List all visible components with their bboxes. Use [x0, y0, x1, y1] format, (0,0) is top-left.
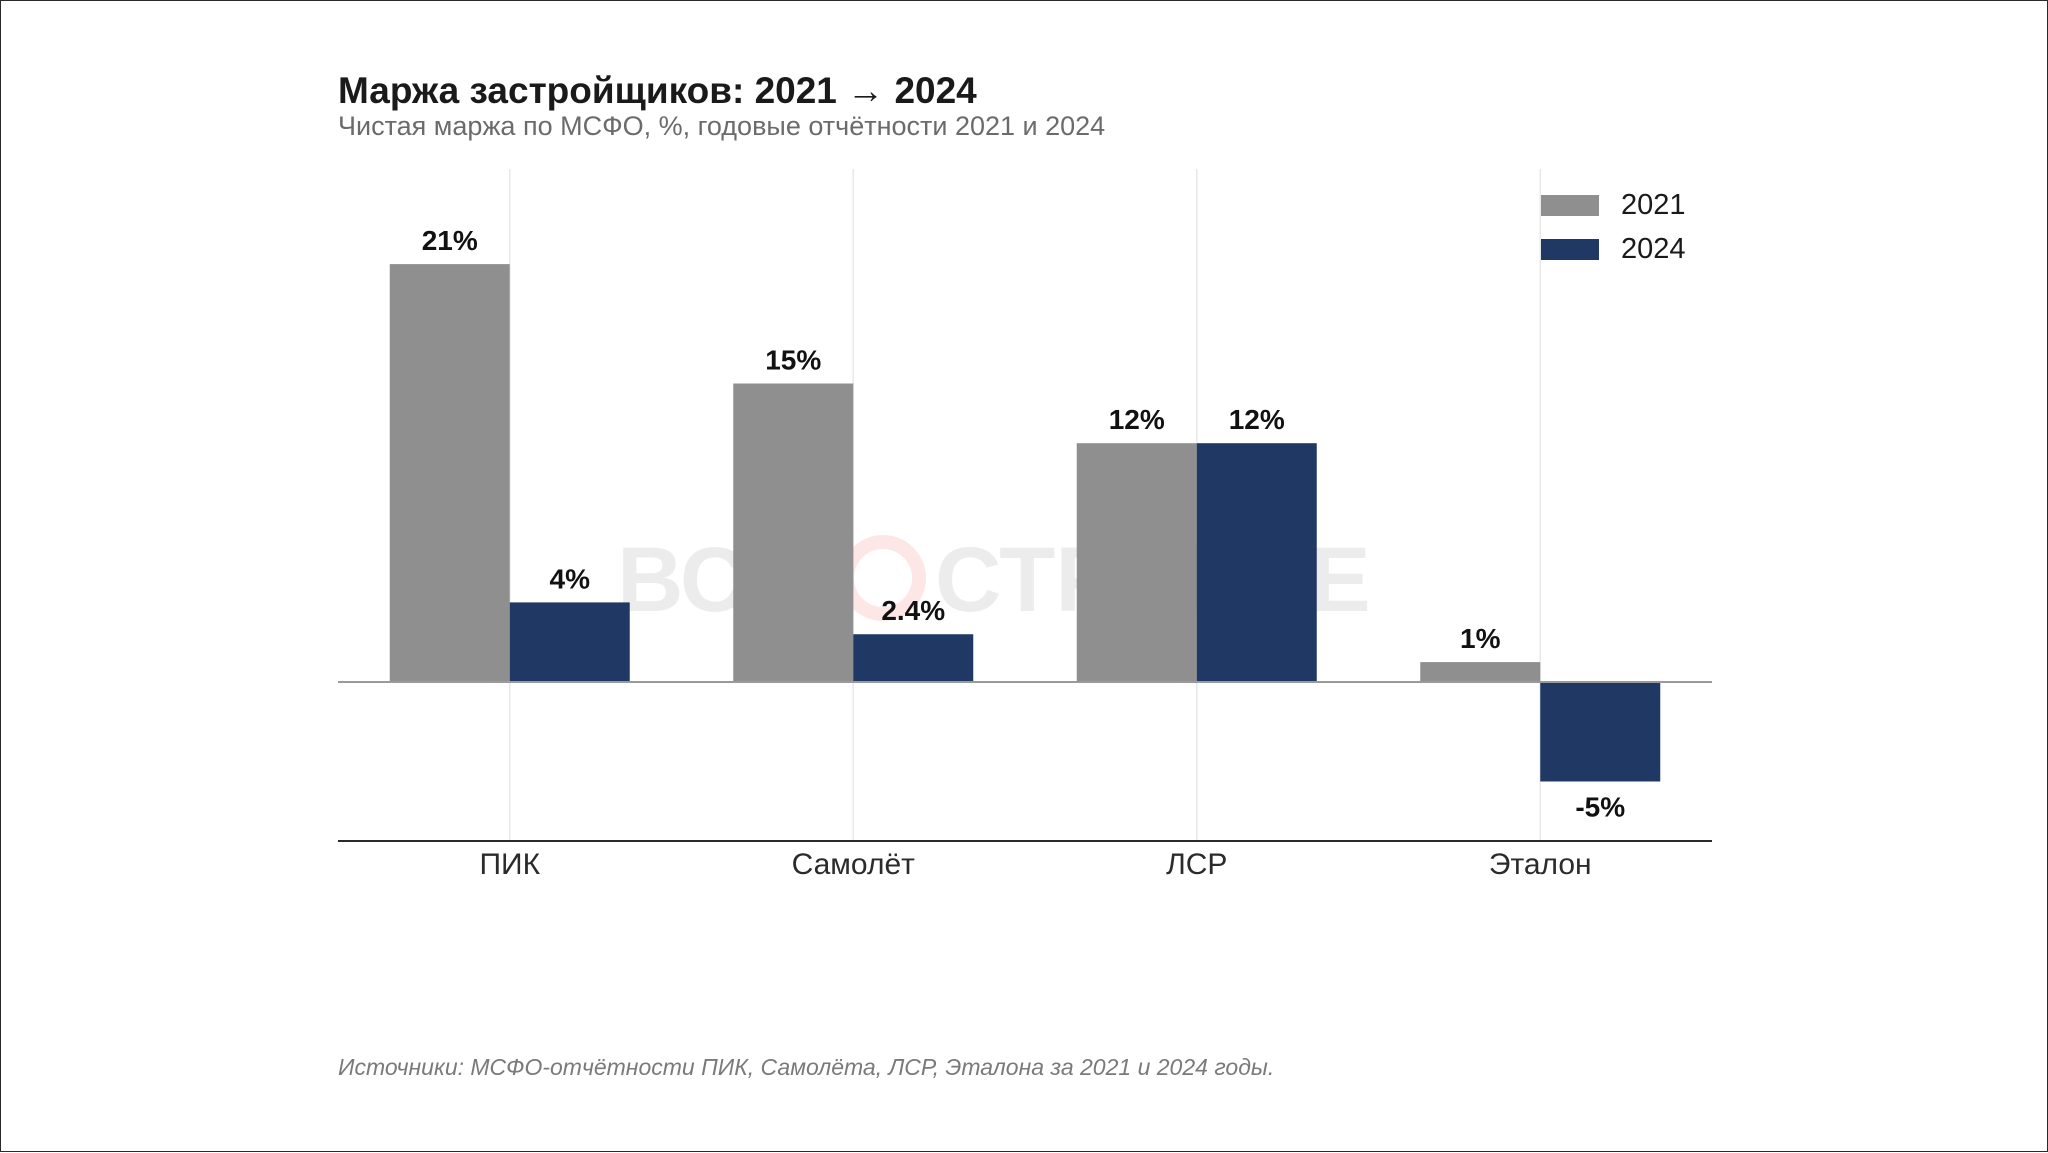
- value-label-2021-2: 15%: [765, 345, 821, 376]
- axes: [338, 681, 1712, 842]
- value-label-2024-1: 4%: [550, 563, 591, 594]
- value-label-2024-4: -5%: [1575, 792, 1625, 823]
- category-label-4: Эталон: [1489, 848, 1592, 881]
- chart-title: Маржа застройщиков: 2021 → 2024: [338, 70, 977, 111]
- source-note: Источники: МСФО-отчётности ПИК, Самолёта…: [338, 1054, 1274, 1080]
- data-labels: 21% 4% 15% 2.4% 12% 12% 1% -5%: [422, 225, 1626, 822]
- category-label-3: ЛСР: [1166, 848, 1227, 881]
- value-label-2021-3: 12%: [1109, 404, 1165, 435]
- value-label-2021-1: 21%: [422, 225, 478, 256]
- category-label-2: Самолёт: [792, 848, 916, 881]
- bar-2024-2: [853, 634, 974, 682]
- chart-subtitle: Чистая маржа по МСФО, %, годовые отчётно…: [338, 111, 1105, 141]
- value-label-2021-4: 1%: [1460, 623, 1501, 654]
- bar-2024-1: [509, 602, 630, 682]
- legend-swatch-2021: [1541, 195, 1599, 216]
- bar-2021-4: [1420, 662, 1541, 682]
- legend-label-2021: 2021: [1621, 189, 1686, 221]
- grid-lines: [509, 169, 1541, 841]
- value-label-2024-2: 2.4%: [881, 595, 945, 626]
- category-labels: ПИК Самолёт ЛСР Эталон: [479, 848, 1591, 881]
- bars: [389, 264, 1661, 782]
- legend-swatch-2024: [1541, 239, 1599, 260]
- value-label-2024-3: 12%: [1229, 404, 1285, 435]
- bar-2021-1: [389, 264, 510, 682]
- bar-2021-3: [1076, 443, 1197, 682]
- bar-2021-2: [733, 383, 854, 682]
- bar-2024-3: [1196, 443, 1317, 682]
- bar-2024-4: [1540, 682, 1661, 782]
- legend-label-2024: 2024: [1621, 233, 1686, 265]
- category-label-1: ПИК: [479, 848, 540, 881]
- legend: 2021 2024: [1541, 189, 1686, 265]
